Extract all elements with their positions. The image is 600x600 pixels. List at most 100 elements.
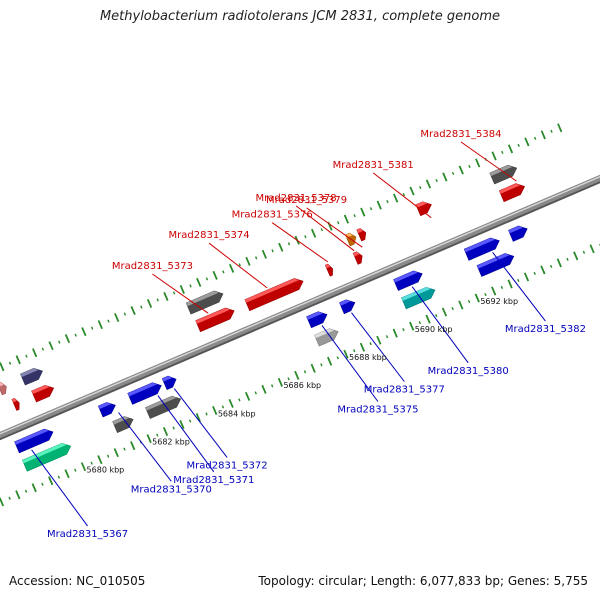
tick-mark [376,200,382,210]
gene-bottom-13 [463,237,500,261]
tick-mark [517,143,520,147]
tick-mark [212,270,218,280]
tick-mark [278,242,284,252]
gene-highlight [393,271,418,283]
tick-mark [533,136,537,140]
tick-mark [360,207,366,217]
gene-highlight [464,237,496,253]
tick-mark [254,391,257,395]
tick-mark [172,426,175,430]
tick-mark [523,272,530,282]
gene-highlight [508,226,523,234]
tick-mark [392,328,398,338]
gene-top-8 [324,263,333,277]
tick-mark [425,179,432,189]
tick-mark [468,164,471,169]
tick-mark [409,321,415,331]
tick-mark [0,362,5,372]
tick-mark [261,384,267,394]
tick-mark [41,347,45,351]
tick-mark [310,228,317,238]
gene-label-top: Mrad2831_5373 [112,261,193,272]
tick-mark [74,468,77,472]
label-leader [351,312,405,382]
gene-top-7 [244,278,304,312]
label-leader [460,141,517,182]
tick-mark [179,284,185,294]
tick-mark [458,165,464,175]
gene-bottom-7 [161,375,177,390]
tick-mark [589,244,595,254]
tick-mark [80,462,87,472]
gene-label-top: Mrad2831_5379 [266,195,347,206]
tick-mark [310,363,316,373]
gene-highlight [20,368,39,377]
gene-top-14 [498,183,526,203]
tick-mark [81,327,87,337]
gene-bottom-14 [476,253,515,277]
tick-mark [327,356,333,366]
tick-mark [196,277,202,287]
label-leader [295,205,355,252]
tick-mark [441,307,448,317]
tick-mark [140,305,143,309]
gene-highlight [98,402,112,409]
tick-mark [369,207,373,211]
label-leader [372,172,432,219]
tick-mark [376,335,382,345]
gene-labels: Mrad2831_5384Mrad2831_5381Mrad2831_5379M… [47,129,586,540]
gene-arrow [393,270,423,291]
gene-top-9 [352,251,363,265]
gene-bottom-10 [339,299,356,315]
tick-mark [8,361,12,365]
tick-mark [156,298,159,302]
tick-mark [163,291,169,301]
tick-mark [25,354,28,358]
gene-highlight [145,396,177,411]
tick-mark [418,321,422,325]
genome-summary: Topology: circular; Length: 6,077,833 bp… [258,574,588,588]
gene-label-bottom: Mrad2831_5371 [173,475,254,486]
tick-mark [557,123,563,133]
tick-mark [451,171,455,176]
tick-mark [320,228,323,232]
tick-mark [221,405,225,409]
tick-mark [189,284,192,288]
tick-mark [0,497,5,507]
gene-label-bottom: Mrad2831_5370 [131,484,212,495]
tick-mark [179,420,185,430]
tick-mark [31,483,37,493]
gene-top-5 [185,290,224,315]
gene-bottom-12 [401,286,436,310]
tick-mark [409,186,415,196]
gene-highlight [112,416,129,425]
tick-mark [304,235,307,239]
gene-highlight [162,376,173,382]
gene-label-top: Mrad2831_5384 [420,129,501,140]
tick-mark [205,412,208,416]
tick-mark [369,342,372,346]
accession-text: Accession: NC_010505 [9,574,146,588]
gene-bottom-3 [97,402,116,418]
tick-mark [57,475,61,479]
gene-highlight [186,291,219,307]
tick-mark [212,405,218,415]
tick-mark [162,427,169,437]
gene-highlight [477,253,510,269]
gene-bottom-2 [22,442,72,472]
gene-highlight [244,278,299,303]
tick-mark [15,355,21,365]
gene-highlight [314,328,334,339]
tick-mark [540,265,546,275]
tick-mark [222,270,225,274]
label-leader [118,412,172,482]
tick-mark [228,398,234,408]
gene-highlight [325,264,331,269]
gene-bottom-1 [14,428,54,454]
tick-mark [467,299,471,304]
tick-mark [271,249,274,253]
tick-mark [90,326,94,330]
gene-highlight [0,382,4,387]
gene-bottom-15 [508,225,528,242]
